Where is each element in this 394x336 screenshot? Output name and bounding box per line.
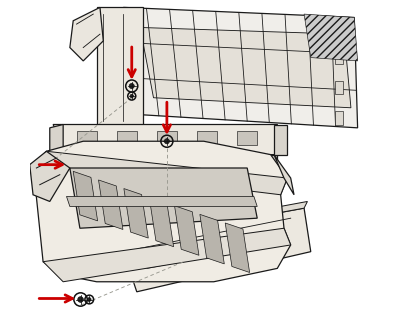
Polygon shape <box>53 125 284 155</box>
Polygon shape <box>98 180 123 229</box>
Circle shape <box>164 139 169 144</box>
Polygon shape <box>200 214 224 264</box>
Polygon shape <box>70 7 103 61</box>
Circle shape <box>78 297 84 302</box>
Polygon shape <box>33 151 287 195</box>
Polygon shape <box>237 131 257 144</box>
Polygon shape <box>30 151 70 202</box>
Polygon shape <box>123 7 358 128</box>
Polygon shape <box>157 131 177 144</box>
Polygon shape <box>304 14 358 61</box>
Polygon shape <box>50 125 63 175</box>
Polygon shape <box>197 131 217 144</box>
Circle shape <box>129 83 134 89</box>
Polygon shape <box>274 155 294 195</box>
Polygon shape <box>140 28 351 108</box>
Polygon shape <box>53 155 277 175</box>
Circle shape <box>87 298 91 301</box>
Polygon shape <box>43 228 291 282</box>
Polygon shape <box>225 223 250 272</box>
Polygon shape <box>335 81 343 94</box>
Polygon shape <box>175 206 199 255</box>
Polygon shape <box>335 111 344 125</box>
Polygon shape <box>97 7 143 128</box>
Circle shape <box>130 94 134 98</box>
Polygon shape <box>33 141 291 282</box>
Polygon shape <box>120 202 307 242</box>
Polygon shape <box>73 171 98 221</box>
Polygon shape <box>117 131 137 144</box>
Polygon shape <box>335 51 343 64</box>
Polygon shape <box>67 197 257 207</box>
Polygon shape <box>149 197 174 247</box>
Polygon shape <box>70 168 257 228</box>
Polygon shape <box>120 208 311 292</box>
Polygon shape <box>124 188 148 238</box>
Polygon shape <box>76 131 97 144</box>
Polygon shape <box>274 125 287 155</box>
